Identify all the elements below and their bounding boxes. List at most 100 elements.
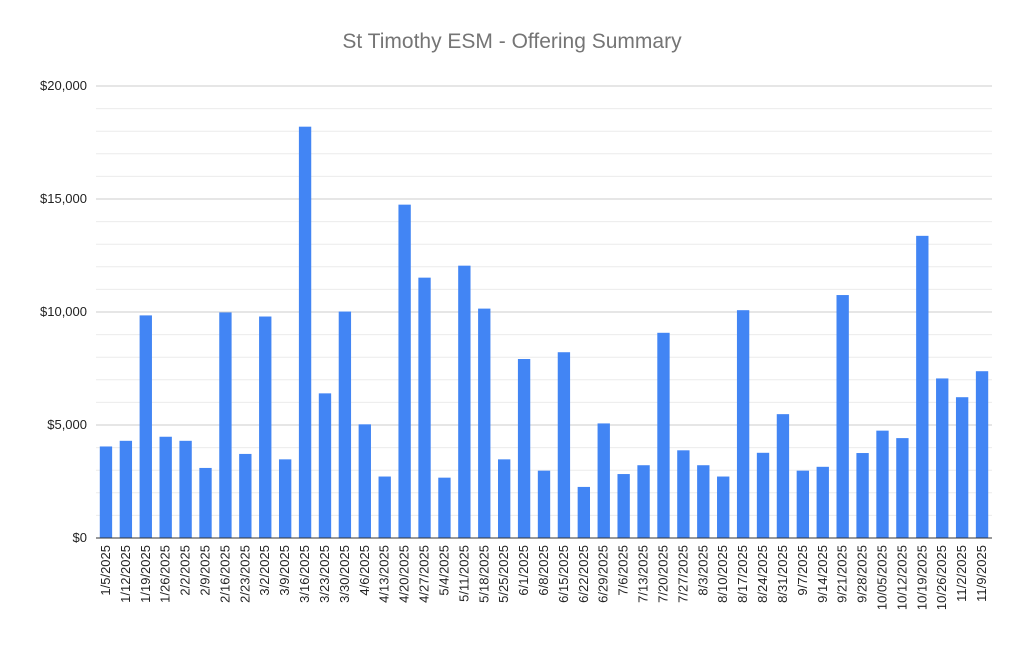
bar: [259, 316, 272, 538]
bar: [378, 476, 391, 538]
x-tick-label: 3/30/2025: [337, 545, 352, 603]
bar: [159, 436, 172, 538]
x-tick-label: 4/6/2025: [357, 545, 372, 596]
x-tick-label: 10/26/2025: [934, 545, 949, 610]
x-tick-label: 3/2/2025: [257, 545, 272, 596]
bar: [756, 452, 770, 538]
bar: [398, 204, 411, 538]
bar: [776, 414, 790, 538]
x-tick-label: 2/2/2025: [178, 545, 193, 596]
bar: [438, 477, 451, 538]
bar: [358, 424, 371, 538]
y-tick-label: $20,000: [40, 78, 87, 93]
bar: [717, 476, 730, 538]
bar: [298, 126, 312, 539]
x-tick-label: 4/13/2025: [377, 545, 392, 603]
bar: [637, 465, 650, 538]
x-tick-label: 8/17/2025: [735, 545, 750, 603]
x-tick-label: 10/12/2025: [894, 545, 909, 610]
y-tick-label: $15,000: [40, 191, 87, 206]
x-tick-label: 3/23/2025: [317, 545, 332, 603]
x-tick-label: 7/6/2025: [616, 545, 631, 596]
bar: [239, 453, 252, 538]
x-tick-label: 9/21/2025: [835, 545, 850, 603]
bar: [517, 359, 531, 538]
x-tick-label: 7/27/2025: [675, 545, 690, 603]
bar: [179, 440, 192, 538]
y-tick-label: $5,000: [47, 417, 87, 432]
bar: [597, 423, 610, 538]
x-tick-label: 4/20/2025: [397, 545, 412, 603]
bars: [99, 126, 989, 539]
x-tick-label: 2/16/2025: [217, 545, 232, 603]
bar: [796, 470, 810, 538]
bar: [577, 486, 590, 538]
x-tick-label: 4/27/2025: [417, 545, 432, 603]
x-tick-label: 6/22/2025: [576, 545, 591, 603]
bar: [318, 393, 332, 538]
x-tick-label: 2/23/2025: [237, 545, 252, 603]
bar: [119, 440, 133, 538]
bar: [836, 295, 849, 538]
bar: [916, 235, 929, 538]
x-tick-label: 3/9/2025: [277, 545, 292, 596]
bar: [219, 312, 232, 538]
x-tick-label: 9/28/2025: [855, 545, 870, 603]
x-tick-label: 5/11/2025: [456, 545, 471, 602]
x-tick-label: 5/25/2025: [496, 545, 511, 603]
x-tick-label: 8/10/2025: [715, 545, 730, 603]
x-tick-label: 1/26/2025: [158, 545, 173, 603]
x-tick-label: 9/7/2025: [795, 545, 810, 596]
bar: [557, 352, 571, 538]
x-axis-tick-labels: 1/5/2025 1/12/2025 1/19/2025 1/26/2025 2/2/2…: [98, 545, 989, 610]
bar: [856, 453, 869, 538]
bar: [955, 397, 969, 538]
x-tick-label: 1/19/2025: [138, 545, 153, 603]
bar: [139, 315, 152, 538]
bar: [975, 371, 989, 538]
x-tick-label: 11/2/2025: [954, 545, 969, 602]
bar: [896, 438, 909, 538]
x-tick-label: 3/16/2025: [297, 545, 312, 603]
x-tick-label: 10/05/2025: [874, 545, 889, 610]
x-tick-label: 8/3/2025: [695, 545, 710, 596]
x-tick-label: 6/8/2025: [536, 545, 551, 596]
bar: [278, 459, 292, 538]
y-axis-tick-labels: $0 $5,000 $10,000 $15,000 $20,000: [40, 78, 87, 545]
bar: [458, 265, 471, 538]
x-tick-label: 10/19/2025: [914, 545, 929, 610]
y-tick-label: $0: [73, 530, 87, 545]
x-tick-label: 5/18/2025: [476, 545, 491, 603]
bar: [816, 466, 829, 538]
bar: [498, 459, 511, 538]
x-tick-label: 2/9/2025: [198, 545, 213, 596]
x-tick-label: 1/5/2025: [98, 545, 113, 596]
bar: [418, 277, 431, 538]
bar: [99, 446, 113, 538]
bar: [478, 308, 491, 538]
chart-title: St Timothy ESM - Offering Summary: [342, 30, 682, 53]
x-tick-label: 7/13/2025: [636, 545, 651, 603]
y-tick-label: $10,000: [40, 304, 87, 319]
bar: [736, 310, 750, 538]
bar: [537, 470, 551, 538]
x-tick-label: 9/14/2025: [815, 545, 830, 603]
bar: [697, 465, 710, 538]
x-tick-label: 11/9/2025: [974, 545, 989, 602]
x-tick-label: 7/20/2025: [655, 545, 670, 603]
bar: [338, 311, 352, 538]
bar: [677, 450, 690, 538]
x-tick-label: 6/15/2025: [556, 545, 571, 603]
x-tick-label: 6/1/2025: [516, 545, 531, 596]
bar: [876, 430, 889, 538]
bar: [657, 332, 670, 538]
x-tick-label: 5/4/2025: [436, 545, 451, 596]
x-tick-label: 1/12/2025: [118, 545, 133, 603]
bar: [199, 467, 212, 538]
x-tick-label: 8/31/2025: [775, 545, 790, 603]
bar: [936, 378, 949, 538]
x-tick-label: 6/29/2025: [596, 545, 611, 603]
x-tick-label: 8/24/2025: [755, 545, 770, 603]
